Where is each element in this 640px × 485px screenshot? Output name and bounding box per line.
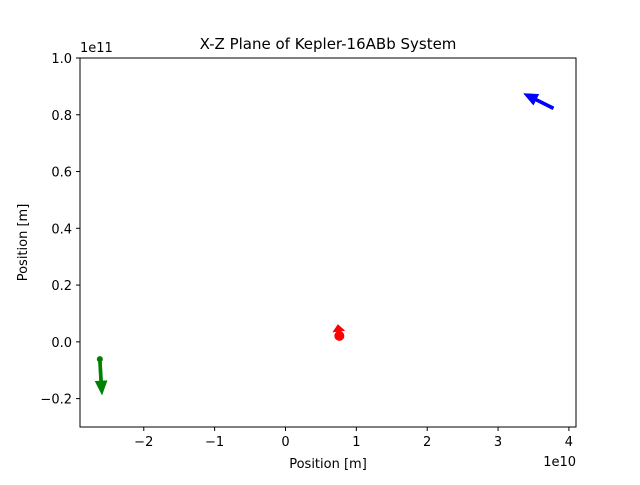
x-tick-label: −2 (134, 435, 153, 450)
x-tick-label: 2 (423, 435, 431, 450)
position-point (334, 330, 345, 341)
y-tick-label: 0.8 (51, 109, 72, 124)
position-point (96, 356, 103, 363)
y-tick-label: 0.4 (51, 222, 72, 237)
y-axis-label: Position [m] (16, 204, 31, 282)
axes-frame (79, 57, 577, 428)
x-tick-label: 1 (352, 435, 360, 450)
velocity-arrow (523, 93, 555, 111)
x-axis-label: Position [m] (289, 457, 367, 472)
chart-title: X-Z Plane of Kepler-16ABb System (200, 35, 457, 53)
y-tick-label: 0.2 (51, 279, 72, 294)
x-tick-label: 4 (565, 435, 573, 450)
plot-area (94, 93, 555, 396)
x-offset-text: 1e10 (543, 455, 576, 470)
y-offset-text: 1e11 (80, 41, 113, 56)
x-tick-label: 0 (281, 435, 289, 450)
y-tick-label: 0.0 (51, 336, 72, 351)
x-tick-label: −1 (205, 435, 224, 450)
y-axis-ticks: −0.2 0.0 0.2 0.4 0.6 0.8 1.0 (40, 52, 80, 408)
velocity-arrow (94, 358, 108, 396)
y-tick-label: 0.6 (51, 166, 72, 181)
y-tick-label: 1.0 (51, 52, 72, 67)
y-tick-label: −0.2 (40, 393, 72, 408)
x-tick-label: 3 (494, 435, 502, 450)
x-axis-ticks: −2 −1 0 1 2 3 4 (134, 427, 573, 450)
